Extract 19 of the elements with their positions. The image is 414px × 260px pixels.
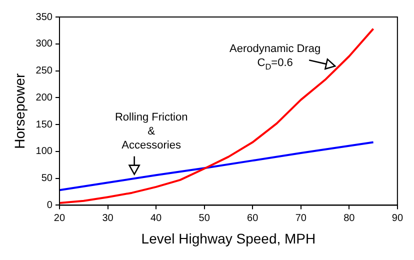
- y-tick-label: 100: [36, 146, 53, 158]
- annotation: Rolling Friction & Accessories: [114, 111, 188, 152]
- y-tick-label: 300: [36, 38, 53, 50]
- x-tick-label: 50: [198, 212, 210, 224]
- x-axis-title: Level Highway Speed, MPH: [141, 230, 316, 246]
- x-tick-label: 60: [247, 212, 259, 224]
- y-tick-label: 250: [36, 66, 53, 77]
- x-tick-label: 80: [344, 212, 356, 224]
- y-tick-label: 200: [36, 92, 53, 104]
- y-tick-label: 350: [36, 12, 53, 23]
- x-tick-label: 30: [102, 212, 114, 224]
- y-axis-title: Horsepower: [11, 73, 28, 149]
- y-tick-label: 150: [36, 119, 53, 130]
- x-tick-label: 70: [295, 212, 307, 224]
- x-tick-label: 90: [392, 212, 404, 224]
- y-tick-label: 50: [41, 173, 53, 184]
- y-tick-label: 0: [46, 200, 53, 211]
- x-tick-label: 20: [54, 212, 66, 224]
- x-tick-label: 40: [150, 212, 162, 224]
